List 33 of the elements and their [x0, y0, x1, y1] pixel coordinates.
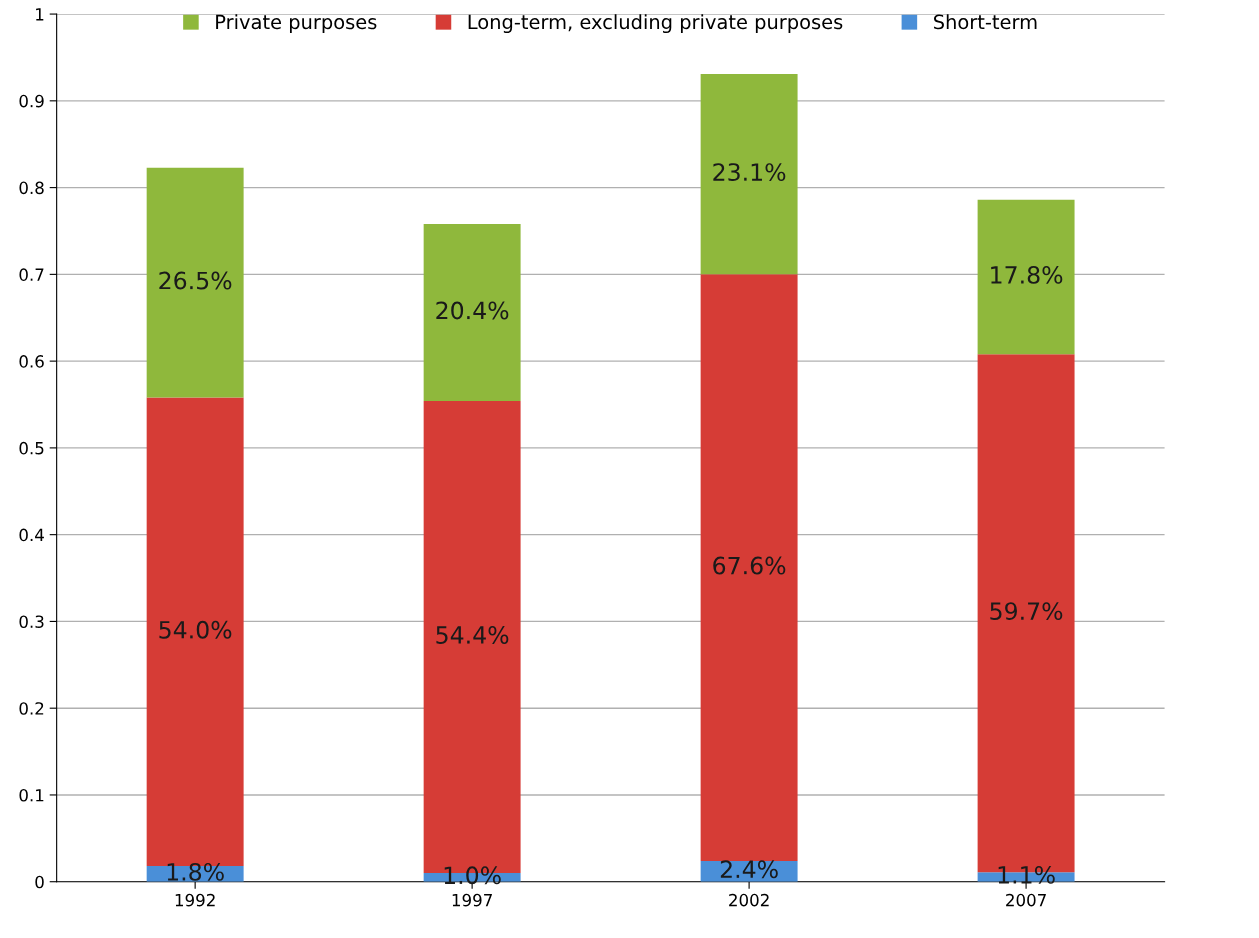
legend-label: Short-term: [933, 14, 1037, 30]
bar: [700, 73, 798, 275]
y-tick-label: 0.7: [19, 268, 44, 281]
y-tick-label: 0.8: [19, 181, 44, 195]
legend-label: Long-term, excluding private purposes: [468, 14, 843, 34]
bar: [423, 224, 521, 402]
x-tick-label: 1992: [175, 893, 215, 907]
y-tick-label: 0.9: [19, 94, 44, 108]
y-tick-label: 1: [36, 8, 44, 21]
x-tick-label: 2007: [1006, 893, 1046, 907]
bar: [977, 199, 1075, 355]
x-tick-label: 2002: [729, 893, 769, 907]
data-label: 2.4%: [720, 860, 778, 879]
x-tick-label: 1997: [452, 893, 492, 907]
data-label: 20.4%: [436, 301, 509, 320]
data-label: 23.1%: [713, 163, 786, 181]
data-label: 1.8%: [167, 862, 224, 881]
data-label: 17.8%: [991, 265, 1063, 284]
data-label: 54.0%: [159, 620, 232, 639]
bar: [146, 167, 244, 398]
bar: [700, 274, 798, 861]
data-label: 54.4%: [436, 626, 509, 644]
data-label: 59.7%: [990, 602, 1063, 621]
y-tick-label: 0.6: [19, 355, 44, 368]
y-tick-label: 0.1: [19, 788, 44, 802]
y-tick-label: 0: [35, 875, 44, 889]
data-label: 26.5%: [159, 271, 232, 290]
legend-label: Private purposes: [216, 14, 377, 34]
data-label: 67.6%: [713, 556, 786, 575]
y-tick-label: 0.5: [19, 441, 44, 455]
y-tick-label: 0.2: [19, 702, 44, 715]
y-tick-label: 0.3: [19, 615, 44, 628]
y-tick-label: 0.4: [19, 528, 44, 542]
